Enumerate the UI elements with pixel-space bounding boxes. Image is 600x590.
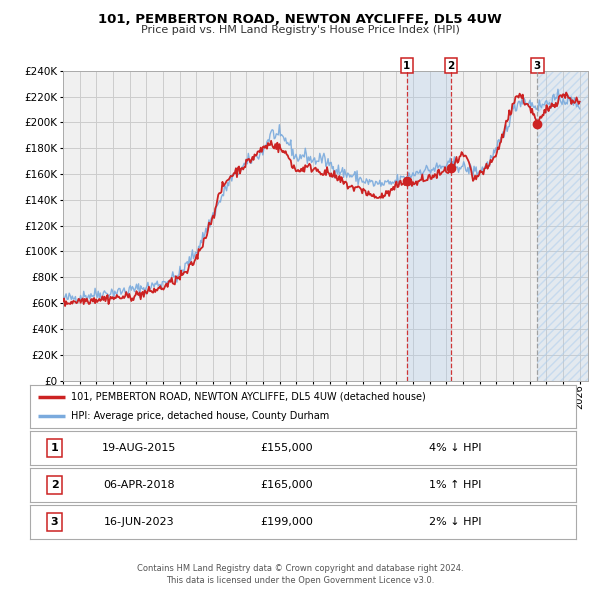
Bar [538, 71, 588, 381]
Text: Price paid vs. HM Land Registry's House Price Index (HPI): Price paid vs. HM Land Registry's House … [140, 25, 460, 35]
Text: Contains HM Land Registry data © Crown copyright and database right 2024.
This d: Contains HM Land Registry data © Crown c… [137, 565, 463, 585]
Text: 3: 3 [534, 61, 541, 71]
Text: 1: 1 [50, 443, 58, 453]
Text: 19-AUG-2015: 19-AUG-2015 [102, 443, 176, 453]
Text: 16-JUN-2023: 16-JUN-2023 [104, 517, 175, 527]
Text: £165,000: £165,000 [260, 480, 313, 490]
Text: 2: 2 [447, 61, 454, 71]
Text: 2: 2 [50, 480, 58, 490]
Bar [407, 71, 451, 381]
Text: 3: 3 [51, 517, 58, 527]
Text: 2% ↓ HPI: 2% ↓ HPI [428, 517, 481, 527]
Text: 1% ↑ HPI: 1% ↑ HPI [428, 480, 481, 490]
Text: 06-APR-2018: 06-APR-2018 [103, 480, 175, 490]
Text: 1: 1 [403, 61, 410, 71]
Text: 4% ↓ HPI: 4% ↓ HPI [428, 443, 481, 453]
Text: £199,000: £199,000 [260, 517, 313, 527]
Bar [538, 71, 588, 381]
Text: HPI: Average price, detached house, County Durham: HPI: Average price, detached house, Coun… [71, 411, 329, 421]
Text: 101, PEMBERTON ROAD, NEWTON AYCLIFFE, DL5 4UW (detached house): 101, PEMBERTON ROAD, NEWTON AYCLIFFE, DL… [71, 392, 426, 402]
Text: 101, PEMBERTON ROAD, NEWTON AYCLIFFE, DL5 4UW: 101, PEMBERTON ROAD, NEWTON AYCLIFFE, DL… [98, 13, 502, 26]
Text: £155,000: £155,000 [260, 443, 313, 453]
